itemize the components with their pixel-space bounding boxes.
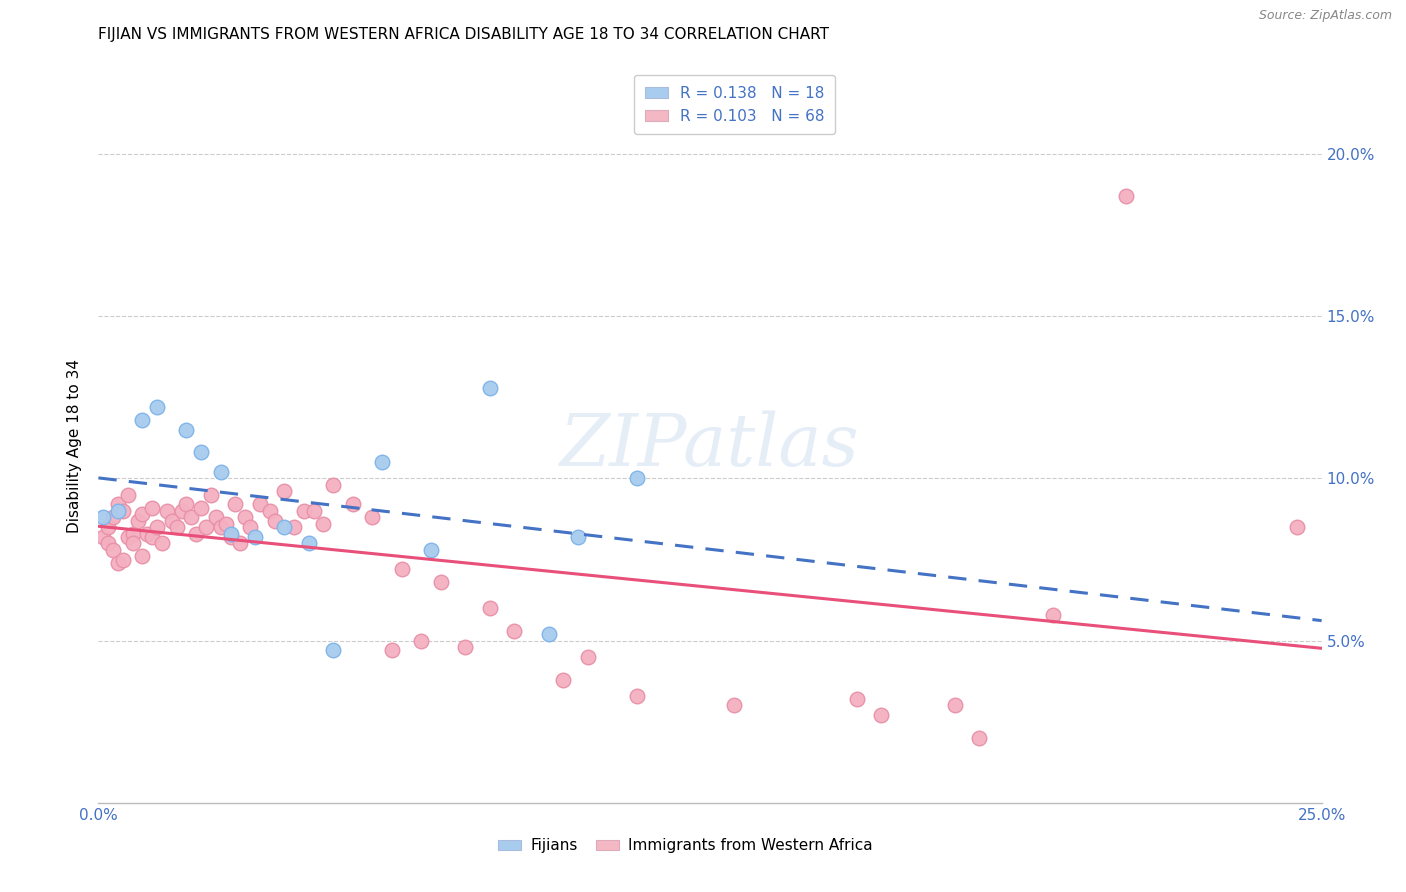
Point — [845, 692, 868, 706]
Point — [478, 381, 501, 395]
Legend: Fijians, Immigrants from Western Africa: Fijians, Immigrants from Western Africa — [492, 832, 879, 859]
Point — [292, 504, 315, 518]
Text: Source: ZipAtlas.com: Source: ZipAtlas.com — [1258, 9, 1392, 22]
Point — [233, 510, 256, 524]
Point — [121, 536, 143, 550]
Point — [1286, 520, 1309, 534]
Point — [371, 455, 394, 469]
Point — [263, 514, 285, 528]
Point — [131, 549, 153, 564]
Point — [136, 526, 159, 541]
Point — [91, 530, 114, 544]
Point — [131, 413, 153, 427]
Point — [117, 488, 139, 502]
Point — [146, 400, 169, 414]
Point — [239, 520, 262, 534]
Point — [454, 640, 477, 654]
Point — [107, 556, 129, 570]
Point — [503, 624, 526, 638]
Point — [101, 510, 124, 524]
Point — [302, 504, 325, 518]
Point — [361, 510, 384, 524]
Point — [111, 552, 134, 566]
Point — [107, 504, 129, 518]
Point — [224, 497, 246, 511]
Point — [190, 445, 212, 459]
Point — [626, 471, 648, 485]
Point — [205, 510, 228, 524]
Point — [166, 520, 188, 534]
Point — [97, 536, 120, 550]
Point — [420, 542, 443, 557]
Point — [391, 562, 413, 576]
Point — [209, 520, 232, 534]
Y-axis label: Disability Age 18 to 34: Disability Age 18 to 34 — [67, 359, 83, 533]
Point — [156, 504, 179, 518]
Point — [200, 488, 222, 502]
Point — [209, 465, 232, 479]
Point — [626, 689, 648, 703]
Point — [186, 526, 208, 541]
Point — [219, 526, 242, 541]
Point — [1115, 189, 1137, 203]
Point — [141, 530, 163, 544]
Point — [190, 500, 212, 515]
Point — [576, 649, 599, 664]
Point — [229, 536, 252, 550]
Text: FIJIAN VS IMMIGRANTS FROM WESTERN AFRICA DISABILITY AGE 18 TO 34 CORRELATION CHA: FIJIAN VS IMMIGRANTS FROM WESTERN AFRICA… — [98, 27, 830, 42]
Point — [1042, 607, 1064, 622]
Point — [97, 520, 120, 534]
Point — [101, 542, 124, 557]
Point — [870, 708, 893, 723]
Point — [478, 601, 501, 615]
Point — [322, 643, 344, 657]
Point — [160, 514, 183, 528]
Point — [259, 504, 281, 518]
Point — [430, 575, 453, 590]
Point — [121, 526, 143, 541]
Point — [411, 633, 433, 648]
Point — [943, 698, 966, 713]
Point — [567, 530, 589, 544]
Point — [553, 673, 575, 687]
Point — [249, 497, 271, 511]
Point — [111, 504, 134, 518]
Point — [214, 516, 236, 531]
Point — [381, 643, 404, 657]
Point — [322, 478, 344, 492]
Point — [273, 484, 295, 499]
Point — [107, 497, 129, 511]
Point — [273, 520, 295, 534]
Point — [127, 514, 149, 528]
Point — [141, 500, 163, 515]
Point — [146, 520, 169, 534]
Point — [298, 536, 321, 550]
Point — [723, 698, 745, 713]
Point — [170, 504, 193, 518]
Point — [150, 536, 173, 550]
Point — [195, 520, 218, 534]
Point — [176, 423, 198, 437]
Point — [283, 520, 305, 534]
Point — [131, 507, 153, 521]
Point — [176, 497, 198, 511]
Point — [91, 510, 114, 524]
Text: ZIPatlas: ZIPatlas — [560, 410, 860, 482]
Point — [537, 627, 560, 641]
Point — [967, 731, 990, 745]
Point — [180, 510, 202, 524]
Point — [312, 516, 335, 531]
Point — [243, 530, 266, 544]
Point — [117, 530, 139, 544]
Point — [219, 530, 242, 544]
Point — [342, 497, 364, 511]
